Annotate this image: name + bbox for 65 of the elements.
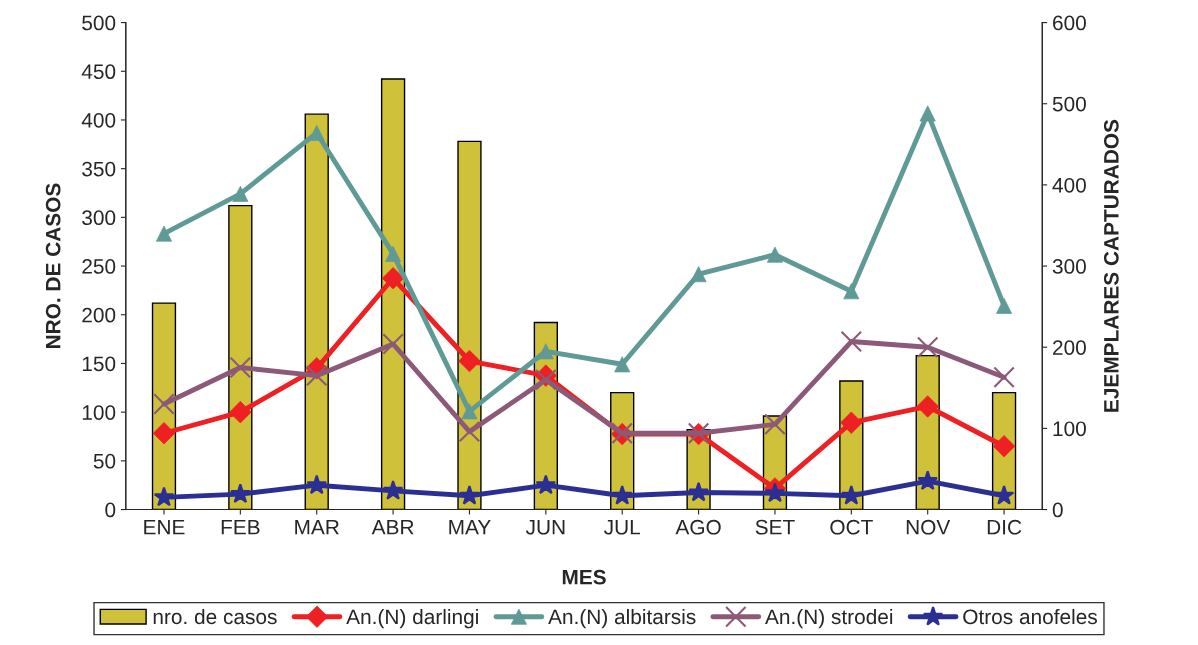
point	[385, 245, 402, 262]
y2-tick-label: 100	[1053, 421, 1086, 437]
legend-label: An.(N) darlingi	[346, 608, 478, 629]
x-tick-label: MAY	[449, 520, 491, 535]
point	[229, 356, 252, 379]
x-tick-label: FEB	[221, 520, 260, 535]
point	[764, 482, 786, 503]
point	[537, 343, 554, 360]
point	[841, 484, 862, 505]
point	[382, 480, 404, 500]
point	[611, 484, 633, 505]
x-tick-label: JUL	[604, 520, 641, 535]
point	[382, 333, 404, 355]
legend-label: nro. de casos	[153, 608, 277, 625]
y-tick-label: 50	[93, 453, 116, 469]
y-tick-label: 300	[82, 210, 116, 226]
point	[305, 364, 328, 387]
y-axis-title: NRO. DE CASOS	[45, 183, 61, 349]
x-tick-label: MAR	[295, 520, 339, 535]
point	[230, 483, 251, 504]
point	[690, 266, 707, 283]
y2-tick-label: 200	[1053, 340, 1086, 355]
y-tick-label: 200	[82, 307, 116, 323]
point	[459, 484, 480, 505]
point	[840, 411, 863, 434]
y2-tick-label: 0	[1052, 502, 1063, 518]
point	[458, 420, 481, 443]
point	[306, 474, 328, 495]
point	[917, 470, 938, 491]
y-tick-label: 450	[81, 64, 116, 80]
y-tick-label: 350	[82, 161, 116, 177]
point	[153, 486, 175, 507]
point	[152, 422, 176, 445]
x-axis-title: MES	[562, 569, 606, 585]
y-tick-label: 100	[82, 405, 116, 420]
point	[840, 330, 863, 353]
y2-tick-label: 600	[1053, 15, 1086, 31]
legend-label: Otros anofeles	[963, 608, 1097, 625]
point	[535, 474, 557, 495]
y-tick-label: 0	[105, 502, 116, 518]
y2-axis-title: EJEMPLARES CAPTURADOS	[1103, 119, 1119, 412]
x-tick-label: AGO	[675, 519, 721, 535]
y-tick-label: 250	[82, 259, 116, 274]
legend-label: An.(N) albitarsis	[548, 608, 696, 629]
point	[688, 481, 709, 502]
x-tick-label: ABR	[371, 520, 414, 535]
y-tick-label: 400	[81, 112, 116, 128]
y-tick-label: 150	[82, 356, 116, 372]
y2-tick-label: 400	[1052, 177, 1086, 193]
point	[916, 336, 939, 358]
x-tick-label: JUN	[525, 520, 565, 535]
x-tick-label: ENE	[144, 520, 185, 535]
point	[764, 413, 786, 436]
point	[993, 366, 1015, 389]
legend-label: An.(N) strodei	[765, 608, 893, 629]
x-tick-label: NOV	[906, 519, 951, 535]
point	[993, 484, 1015, 505]
x-tick-label: DIC	[987, 519, 1022, 535]
y2-tick-label: 300	[1052, 259, 1086, 274]
y2-tick-label: 500	[1052, 96, 1086, 112]
y-tick-label: 500	[82, 15, 116, 31]
bar	[304, 113, 329, 510]
point	[153, 393, 175, 415]
x-tick-label: OCT	[830, 519, 873, 535]
x-tick-label: SET	[755, 519, 795, 535]
